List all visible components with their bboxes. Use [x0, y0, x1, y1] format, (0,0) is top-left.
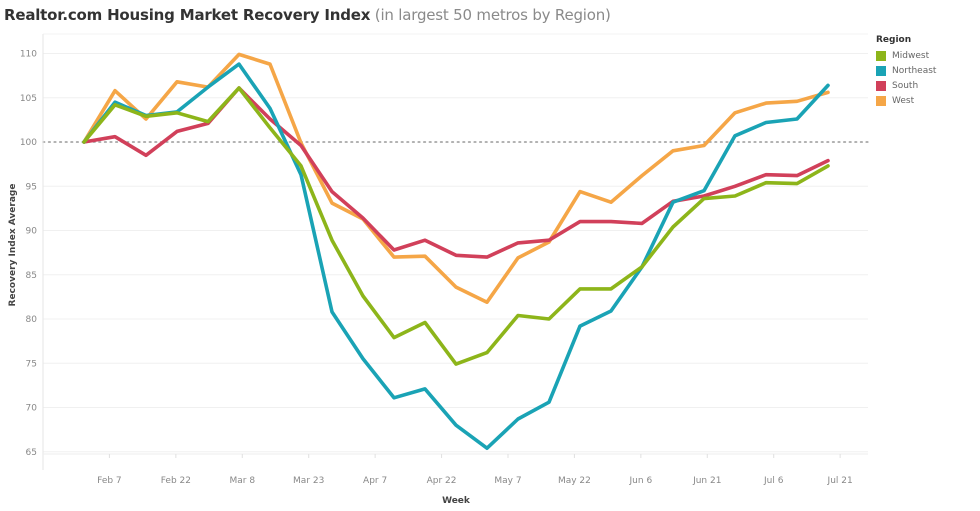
legend-title: Region	[876, 35, 912, 45]
series-line-south	[82, 86, 830, 259]
x-tick-label: Jul 6	[763, 476, 784, 486]
legend-item-south[interactable]: South	[876, 78, 936, 93]
chart-title-main: Realtor.com Housing Market Recovery Inde…	[4, 6, 371, 24]
y-tick-label: 80	[26, 315, 38, 325]
y-tick-label: 105	[20, 94, 37, 104]
legend-label: West	[892, 95, 915, 106]
y-tick-label: 90	[26, 227, 38, 237]
legend: Region Midwest Northeast South West	[876, 35, 936, 108]
series-line-west	[82, 52, 830, 305]
x-tick-label: Jun 6	[629, 476, 653, 486]
series-lines	[82, 52, 830, 451]
x-tick-label: Apr 7	[363, 476, 387, 486]
series-line-northeast	[82, 62, 830, 451]
chart-title: Realtor.com Housing Market Recovery Inde…	[4, 6, 611, 24]
series-line-midwest	[82, 86, 830, 366]
legend-swatch	[876, 80, 886, 91]
legend-label: Northeast	[892, 65, 937, 76]
x-tick-label: Feb 22	[161, 476, 191, 486]
x-axis-label: Week	[442, 496, 471, 506]
legend-swatch	[876, 65, 886, 76]
x-tick-label: May 22	[558, 476, 591, 486]
x-tick-label: Mar 23	[293, 476, 324, 486]
legend-item-west[interactable]: West	[876, 93, 936, 108]
legend-swatch	[876, 50, 886, 61]
y-tick-label: 95	[26, 182, 37, 192]
x-tick-label: Mar 8	[229, 476, 255, 486]
y-tick-label: 75	[26, 359, 37, 369]
y-tick-label: 110	[20, 50, 37, 60]
x-axis: Feb 7 Feb 22 Mar 8 Mar 23 Apr 7 Apr 22 May 7 Ma…	[43, 453, 868, 486]
x-tick-label: May 7	[494, 476, 521, 486]
legend-swatch	[876, 95, 886, 106]
x-tick-label: Jul 21	[827, 476, 853, 486]
x-tick-label: Feb 7	[97, 476, 122, 486]
legend-item-northeast[interactable]: Northeast	[876, 63, 936, 78]
y-tick-label: 70	[26, 404, 38, 414]
legend-item-midwest[interactable]: Midwest	[876, 48, 936, 63]
x-tick-label: Jun 21	[692, 476, 721, 486]
y-axis-label: Recovery Index Average	[8, 184, 18, 307]
y-tick-label: 65	[26, 448, 37, 458]
y-tick-label: 85	[26, 271, 37, 281]
legend-label: Midwest	[892, 50, 930, 61]
chart-title-subtitle: (in largest 50 metros by Region)	[374, 6, 611, 24]
legend-label: South	[892, 80, 919, 91]
x-tick-label: Apr 22	[427, 476, 457, 486]
y-axis: 65 70 75 80 85 90 95 100 105 110	[20, 34, 44, 470]
y-tick-label: 100	[20, 138, 37, 148]
